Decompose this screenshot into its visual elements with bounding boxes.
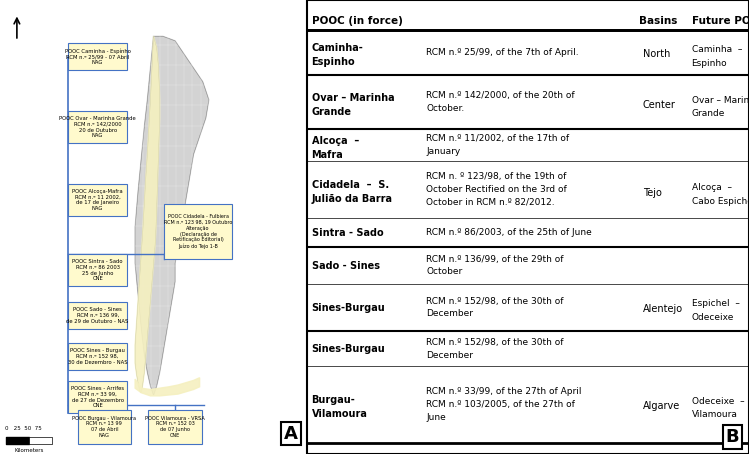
Text: Ovar – Marinha: Ovar – Marinha bbox=[691, 96, 749, 105]
Text: Sado - Sines: Sado - Sines bbox=[312, 261, 380, 271]
FancyBboxPatch shape bbox=[68, 343, 127, 370]
Text: RCM n.º 25/99, of the 7th of April.: RCM n.º 25/99, of the 7th of April. bbox=[426, 48, 579, 57]
Text: RCM n.º 33/99, of the 27th of April: RCM n.º 33/99, of the 27th of April bbox=[426, 387, 582, 396]
FancyBboxPatch shape bbox=[78, 410, 131, 444]
Text: Sines-Burgau: Sines-Burgau bbox=[312, 344, 385, 354]
Text: POOC Sines - Arrifes
RCM n.º 33 99,
de 27 de Dezembro
CNE: POOC Sines - Arrifes RCM n.º 33 99, de 2… bbox=[71, 386, 124, 409]
Text: Vilamoura: Vilamoura bbox=[691, 410, 738, 419]
Text: Tejo: Tejo bbox=[643, 188, 662, 198]
Text: POOC (in force): POOC (in force) bbox=[312, 16, 402, 26]
Text: Burgau-: Burgau- bbox=[312, 395, 355, 405]
Text: Grande: Grande bbox=[691, 109, 725, 118]
Text: RCM n.º 103/2005, of the 27th of: RCM n.º 103/2005, of the 27th of bbox=[426, 400, 575, 409]
Text: June: June bbox=[426, 413, 446, 422]
Text: October Rectified on the 3rd of: October Rectified on the 3rd of bbox=[426, 185, 567, 194]
Text: Mafra: Mafra bbox=[312, 150, 343, 160]
Text: RCM n.º 152/98, of the 30th of: RCM n.º 152/98, of the 30th of bbox=[426, 338, 564, 347]
Text: Kilometers: Kilometers bbox=[14, 448, 44, 453]
Text: Espichel  –: Espichel – bbox=[691, 299, 739, 308]
Text: October in RCM n.º 82/2012.: October in RCM n.º 82/2012. bbox=[426, 198, 555, 207]
Polygon shape bbox=[135, 378, 199, 396]
Text: Julião da Barra: Julião da Barra bbox=[312, 194, 392, 204]
Text: POOC Burgau - Vilamoura
RCM n.º 13 99
07 de Abril
NAG: POOC Burgau - Vilamoura RCM n.º 13 99 07… bbox=[73, 415, 136, 438]
Text: RCM n. º 123/98, of the 19th of: RCM n. º 123/98, of the 19th of bbox=[426, 173, 567, 181]
FancyBboxPatch shape bbox=[68, 254, 127, 286]
FancyBboxPatch shape bbox=[68, 302, 127, 329]
Text: Sintra - Sado: Sintra - Sado bbox=[312, 227, 383, 238]
Text: POOC Vilamoura - VRSA
RCM n.º 152 03
de 07 Junho
CNE: POOC Vilamoura - VRSA RCM n.º 152 03 de … bbox=[145, 415, 205, 438]
Text: Center: Center bbox=[643, 100, 676, 110]
Text: POOC Cidadela - Fulbiera
RCM n.º 123 98, 19 Outubro
Alteração
(Declaração de
Ret: POOC Cidadela - Fulbiera RCM n.º 123 98,… bbox=[164, 214, 232, 249]
Text: 0   25  50  75: 0 25 50 75 bbox=[4, 426, 41, 431]
Text: Alentejo: Alentejo bbox=[643, 304, 683, 314]
Text: RCM n.º 11/2002, of the 17th of: RCM n.º 11/2002, of the 17th of bbox=[426, 134, 569, 143]
Text: October: October bbox=[426, 267, 463, 276]
Text: Cidadela  –  S.: Cidadela – S. bbox=[312, 180, 389, 191]
Text: POOC Sines - Burgau
RCM n.º 152 98,
30 de Dezembro - NAS: POOC Sines - Burgau RCM n.º 152 98, 30 d… bbox=[68, 348, 127, 365]
Text: Algarve: Algarve bbox=[643, 401, 680, 411]
Text: POOC Ovar - Marinha Grande
RCM n.º 142/2000
20 de Outubro
NAG: POOC Ovar - Marinha Grande RCM n.º 142/2… bbox=[59, 116, 136, 138]
Text: A: A bbox=[284, 424, 298, 443]
Text: RCM n.º 136/99, of the 29th of: RCM n.º 136/99, of the 29th of bbox=[426, 255, 564, 264]
Text: Caminha  –: Caminha – bbox=[691, 45, 742, 54]
Text: Future POC: Future POC bbox=[691, 16, 749, 26]
Polygon shape bbox=[135, 36, 209, 395]
Text: RCM n.º 86/2003, of the 25th of June: RCM n.º 86/2003, of the 25th of June bbox=[426, 228, 592, 237]
FancyBboxPatch shape bbox=[68, 43, 127, 70]
Text: Cabo Espichel: Cabo Espichel bbox=[691, 197, 749, 206]
Text: Alcoça  –: Alcoça – bbox=[691, 183, 732, 192]
Text: Espinho: Espinho bbox=[312, 57, 355, 67]
Text: B: B bbox=[726, 428, 739, 446]
FancyBboxPatch shape bbox=[148, 410, 202, 444]
Text: POOC Caminha - Espínho
RCM n.º 25/99 - 07 Abril
NAG: POOC Caminha - Espínho RCM n.º 25/99 - 0… bbox=[64, 48, 130, 65]
Text: December: December bbox=[426, 310, 473, 318]
Text: Vilamoura: Vilamoura bbox=[312, 409, 367, 419]
Text: Caminha-: Caminha- bbox=[312, 43, 363, 53]
Text: Ovar – Marinha: Ovar – Marinha bbox=[312, 93, 394, 103]
Text: January: January bbox=[426, 147, 461, 156]
Text: Alcoça  –: Alcoça – bbox=[312, 136, 359, 146]
Text: Sines-Burgau: Sines-Burgau bbox=[312, 302, 385, 313]
Text: POOC Sintra - Sado
RCM n.º 86 2003
25 de Junho
CNE: POOC Sintra - Sado RCM n.º 86 2003 25 de… bbox=[73, 259, 123, 281]
Text: RCM n.º 142/2000, of the 20th of: RCM n.º 142/2000, of the 20th of bbox=[426, 91, 575, 100]
Text: Odeceixe  –: Odeceixe – bbox=[691, 397, 745, 406]
Text: RCM n.º 152/98, of the 30th of: RCM n.º 152/98, of the 30th of bbox=[426, 297, 564, 306]
Text: Basins: Basins bbox=[638, 16, 677, 26]
Text: POOC Sado - Sines
RCM n.º 136 99,
de 29 de Outubro - NAS: POOC Sado - Sines RCM n.º 136 99, de 29 … bbox=[67, 307, 129, 324]
FancyBboxPatch shape bbox=[68, 111, 127, 143]
FancyBboxPatch shape bbox=[68, 184, 127, 216]
Text: North: North bbox=[643, 49, 670, 59]
FancyBboxPatch shape bbox=[68, 381, 127, 413]
FancyBboxPatch shape bbox=[164, 204, 232, 259]
Text: December: December bbox=[426, 351, 473, 360]
Text: Grande: Grande bbox=[312, 107, 351, 117]
Text: Espinho: Espinho bbox=[691, 59, 727, 68]
Text: POOC Alcoça-Mafra
RCM n.º 11 2002,
de 17 de Janeiro
NAG: POOC Alcoça-Mafra RCM n.º 11 2002, de 17… bbox=[73, 188, 123, 211]
Text: Odeceixe: Odeceixe bbox=[691, 313, 734, 322]
Polygon shape bbox=[135, 36, 160, 393]
Text: October.: October. bbox=[426, 104, 464, 113]
